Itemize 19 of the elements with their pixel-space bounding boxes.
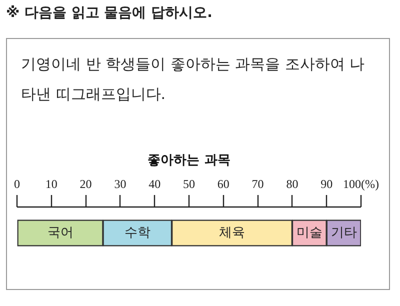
x-tick-label: 90 [320, 176, 333, 191]
x-tick-label: 50 [183, 176, 195, 191]
series-label: 체육 [219, 225, 245, 240]
x-tick-label: 80 [286, 176, 298, 191]
text: ※ 다음을 읽고 물음에 답하시오. [6, 4, 212, 22]
x-tick-label: 60 [217, 176, 230, 191]
series-label: 기타 [330, 225, 357, 240]
series-label: 미술 [296, 225, 322, 240]
series-label: 국어 [47, 225, 74, 240]
text: 기영이네 반 학생들이 좋아하는 과목을 조사하여 나타낸 띠그래프입니다. [21, 54, 366, 105]
x-tick-label: 40 [148, 176, 161, 191]
chart-title: 좋아하는 과목 [148, 153, 230, 168]
x-tick-label: 100(%) [343, 176, 379, 191]
series-label: 수학 [124, 225, 150, 240]
x-tick-label: 20 [80, 176, 92, 191]
x-tick-label: 30 [114, 176, 126, 191]
x-tick-label: 70 [252, 176, 264, 191]
x-tick-label: 10 [45, 176, 58, 191]
x-tick-label: 0 [14, 176, 20, 191]
